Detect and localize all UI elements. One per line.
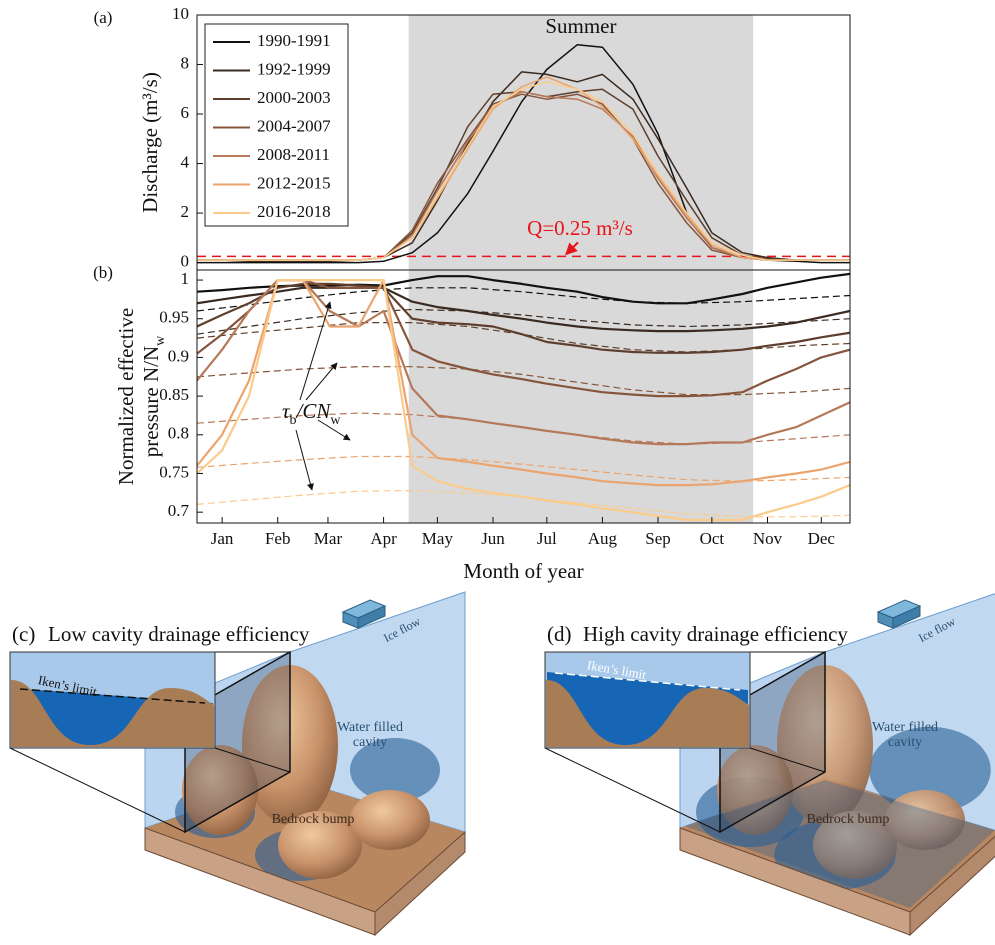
y-tick-label: 0.7	[168, 501, 190, 520]
cavity-label: cavity	[353, 735, 387, 750]
x-tick-label: Mar	[314, 529, 343, 548]
y-axis-label: Discharge (m³/s)	[138, 72, 162, 213]
bump-label: Bedrock bump	[272, 812, 355, 827]
y-tick-label: 0.85	[159, 385, 189, 404]
legend-label: 2000-2003	[257, 88, 331, 107]
panel-label: (b)	[93, 263, 113, 282]
threshold-label: Q=0.25 m³/s	[527, 216, 633, 240]
x-tick-label: Jul	[537, 529, 557, 548]
y-tick-label: 0.9	[168, 346, 189, 365]
legend-label: 1990-1991	[257, 31, 331, 50]
y-tick-label: 4	[181, 152, 190, 171]
panel-label: (c)	[12, 622, 35, 646]
cavity-label: Water filled	[337, 720, 403, 735]
x-tick-label: May	[422, 529, 454, 548]
panel-title: High cavity drainage efficiency	[583, 622, 848, 646]
annotation-part: /CN	[296, 399, 332, 423]
y-axis-label: Normalized effective	[114, 308, 138, 485]
annotation-part: w	[330, 413, 341, 428]
annotation: τb/CNw	[282, 399, 341, 428]
shade-label: Summer	[545, 14, 616, 38]
x-tick-label: Sep	[645, 529, 671, 548]
annotation-arrow	[300, 302, 330, 400]
x-axis-label: Month of year	[463, 559, 583, 583]
bedrock-bump	[350, 790, 430, 850]
x-tick-label: Apr	[370, 529, 397, 548]
y-tick-label: 0	[181, 251, 190, 270]
x-tick-label: Nov	[753, 529, 783, 548]
x-tick-label: Oct	[700, 529, 725, 548]
figure: Summer Q=0.25 m³/s 0 2 4 6 8 10 (a) Discharge (m³…	[0, 0, 995, 945]
y-tick-label: 0.8	[168, 424, 189, 443]
panel-label: (d)	[547, 622, 572, 646]
legend-label: 2012-2015	[257, 173, 331, 192]
plot-area	[197, 270, 850, 523]
legend-label: 1992-1999	[257, 59, 331, 78]
y-axis-label-subscript: w	[153, 335, 168, 346]
legend-label: 2016-2018	[257, 202, 331, 221]
y-tick-label: 0.75	[159, 462, 189, 481]
x-tick-label: Jun	[481, 529, 505, 548]
x-tick-label: Aug	[588, 529, 618, 548]
y-tick-label: 10	[172, 4, 189, 23]
cavity-label: Water filled	[872, 720, 938, 735]
panel-title: Low cavity drainage efficiency	[48, 622, 310, 646]
y-axis-label-part: Normalized effective	[114, 308, 138, 485]
y-axis-label-part: pressure N/N	[139, 346, 163, 457]
y-tick-label: 2	[181, 202, 190, 221]
y-tick-label: 8	[181, 53, 190, 72]
x-tick-label: Dec	[808, 529, 836, 548]
legend-label: 2004-2007	[257, 116, 331, 135]
panel-label: (a)	[94, 8, 113, 27]
annotation-part: b	[290, 413, 297, 428]
bump-label: Bedrock bump	[807, 812, 890, 827]
y-tick-label: 6	[181, 103, 190, 122]
x-tick-label: Jan	[211, 529, 234, 548]
cavity-label: cavity	[888, 735, 922, 750]
legend-label: 2008-2011	[257, 145, 330, 164]
x-tick-label: Feb	[265, 529, 291, 548]
y-tick-label: 1	[181, 269, 190, 288]
y-tick-label: 0.95	[159, 308, 189, 327]
